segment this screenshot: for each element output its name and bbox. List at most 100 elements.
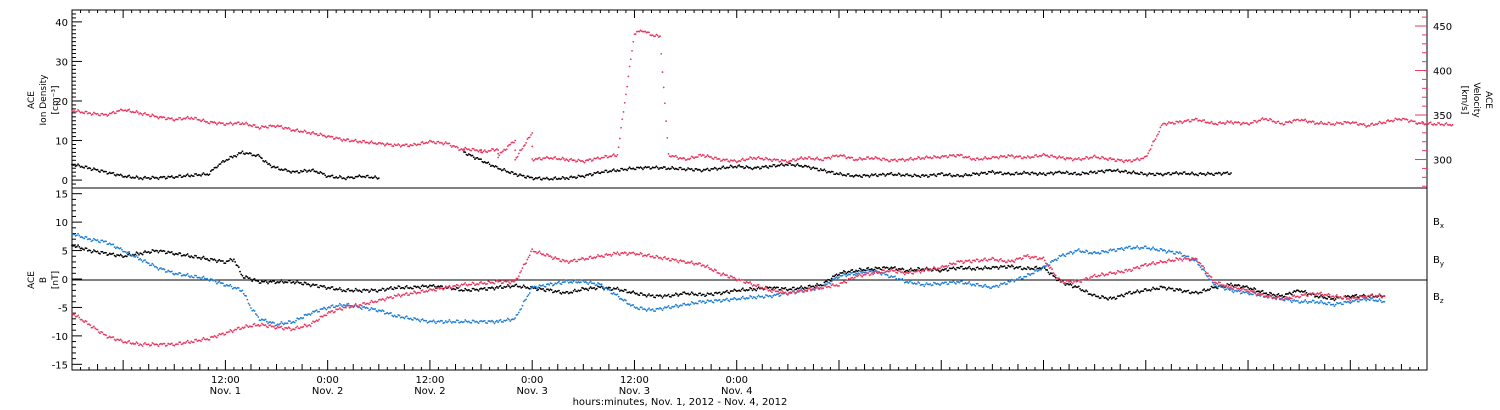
data-point bbox=[421, 318, 424, 320]
data-point bbox=[206, 277, 209, 280]
data-point bbox=[250, 278, 252, 281]
data-point bbox=[492, 320, 495, 323]
data-point bbox=[1294, 290, 1297, 293]
data-point bbox=[114, 112, 117, 115]
data-point bbox=[1031, 171, 1034, 174]
data-point bbox=[530, 287, 532, 290]
data-point bbox=[640, 167, 643, 170]
data-point bbox=[352, 290, 355, 293]
data-point bbox=[256, 314, 258, 317]
data-point bbox=[1119, 171, 1122, 174]
data-point bbox=[1316, 295, 1319, 298]
data-point bbox=[281, 280, 284, 283]
data-point bbox=[239, 270, 241, 273]
data-point bbox=[566, 290, 569, 293]
data-point bbox=[218, 258, 221, 261]
data-point bbox=[390, 286, 392, 288]
data-point bbox=[1058, 170, 1061, 173]
data-point bbox=[1377, 299, 1380, 302]
data-point bbox=[1180, 289, 1182, 291]
data-point bbox=[1051, 154, 1053, 157]
data-point bbox=[327, 134, 330, 137]
data-point bbox=[1166, 122, 1169, 125]
data-point bbox=[634, 168, 637, 171]
data-point bbox=[521, 147, 524, 150]
data-point bbox=[1153, 139, 1156, 142]
data-point bbox=[1010, 154, 1013, 156]
data-point bbox=[990, 157, 993, 160]
data-point bbox=[224, 160, 227, 162]
data-point bbox=[1209, 287, 1212, 290]
data-point bbox=[494, 320, 497, 323]
data-point bbox=[582, 160, 585, 163]
data-point bbox=[625, 299, 627, 302]
data-point bbox=[287, 126, 290, 129]
data-point bbox=[1168, 249, 1170, 252]
data-point bbox=[1046, 154, 1049, 157]
data-point bbox=[939, 270, 941, 273]
data-point bbox=[276, 166, 279, 168]
data-point bbox=[894, 266, 896, 268]
data-point bbox=[623, 298, 626, 301]
data-point bbox=[808, 166, 811, 169]
data-point bbox=[463, 289, 465, 292]
data-point bbox=[1176, 288, 1179, 291]
data-point bbox=[883, 173, 885, 176]
data-point bbox=[553, 283, 556, 286]
data-point bbox=[140, 259, 143, 262]
data-point bbox=[351, 176, 353, 179]
data-point bbox=[144, 259, 146, 261]
data-point bbox=[558, 289, 560, 292]
data-point bbox=[662, 86, 665, 89]
data-point bbox=[312, 283, 314, 286]
data-point bbox=[213, 279, 216, 282]
data-point bbox=[874, 155, 877, 158]
data-point bbox=[261, 322, 263, 325]
data-point bbox=[345, 139, 347, 142]
data-point bbox=[683, 302, 686, 305]
data-point bbox=[318, 172, 321, 175]
data-point bbox=[780, 162, 783, 165]
data-point bbox=[1281, 122, 1284, 125]
data-point bbox=[632, 303, 635, 306]
data-point bbox=[952, 280, 955, 283]
data-point bbox=[958, 281, 961, 284]
data-point bbox=[819, 158, 822, 161]
data-point bbox=[576, 176, 579, 179]
data-point bbox=[533, 158, 536, 161]
data-point bbox=[840, 173, 843, 175]
data-point bbox=[77, 232, 79, 235]
data-point bbox=[486, 322, 489, 324]
bottom-panel-series bbox=[71, 232, 1386, 348]
data-point bbox=[1334, 298, 1337, 300]
data-point bbox=[404, 285, 407, 288]
data-point bbox=[691, 156, 694, 159]
data-point bbox=[1130, 172, 1133, 175]
data-point bbox=[414, 317, 417, 320]
data-point bbox=[968, 265, 971, 268]
data-point bbox=[190, 255, 193, 258]
data-point bbox=[1003, 265, 1006, 268]
data-point bbox=[982, 285, 985, 287]
data-point bbox=[769, 158, 772, 161]
data-point bbox=[237, 287, 240, 289]
data-point bbox=[805, 164, 808, 167]
data-point bbox=[240, 327, 243, 330]
data-point bbox=[670, 307, 672, 310]
data-point bbox=[874, 173, 877, 175]
data-point bbox=[1080, 173, 1083, 176]
data-point bbox=[273, 326, 275, 328]
data-point bbox=[870, 268, 873, 270]
data-point bbox=[908, 280, 911, 283]
data-point bbox=[769, 295, 772, 298]
top-left-tick-label: 20 bbox=[55, 97, 68, 108]
data-point bbox=[1219, 172, 1221, 175]
data-point bbox=[321, 315, 324, 318]
data-point bbox=[209, 170, 212, 173]
data-point bbox=[779, 294, 782, 297]
data-point bbox=[263, 280, 266, 283]
data-point bbox=[677, 168, 680, 171]
data-point bbox=[296, 279, 299, 282]
data-point bbox=[600, 283, 603, 286]
data-point bbox=[617, 288, 620, 291]
